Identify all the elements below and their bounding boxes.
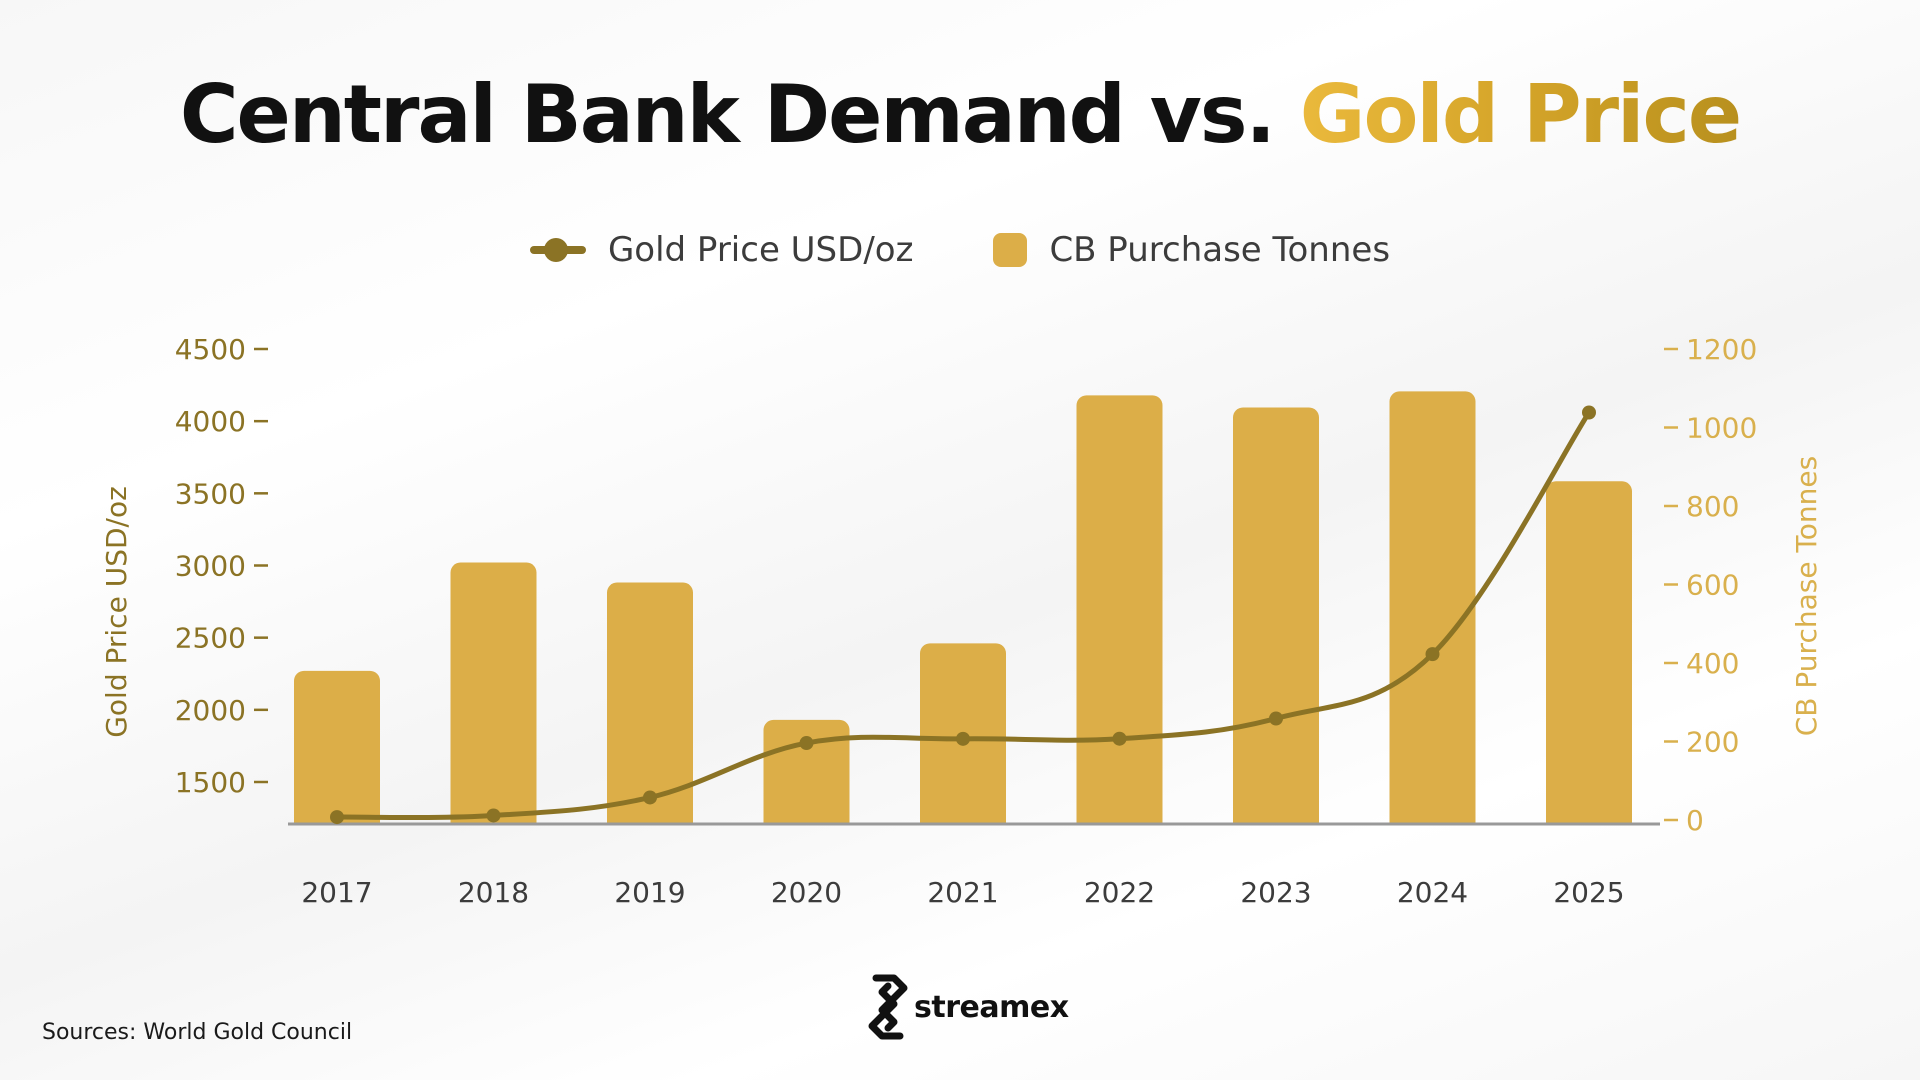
legend-bar-swatch: [993, 233, 1028, 267]
x-tick-2018: 2018: [458, 876, 529, 909]
point-2021: [956, 731, 970, 746]
point-2019: [643, 790, 657, 805]
left-tick-4000: 4000: [175, 405, 246, 438]
left-tick-1500: 1500: [175, 766, 246, 799]
x-tick-2019: 2019: [614, 876, 685, 909]
y-axis-right-label: CB Purchase Tonnes: [1790, 456, 1823, 737]
left-tick-3500: 3500: [175, 477, 246, 510]
left-tick-2500: 2500: [175, 622, 246, 655]
y-axis-left-label: Gold Price USD/oz: [100, 486, 133, 738]
x-tick-2021: 2021: [927, 876, 998, 909]
right-tick-800: 800: [1686, 490, 1739, 523]
legend-label-gold-price: Gold Price USD/oz: [607, 230, 914, 270]
bar-2017: [294, 670, 380, 824]
right-tick-1000: 1000: [1686, 412, 1757, 445]
point-2018: [486, 808, 501, 823]
x-tick-2025: 2025: [1553, 876, 1624, 909]
source-note: Sources: World Gold Council: [42, 1020, 353, 1045]
right-tick-200: 200: [1686, 726, 1739, 759]
right-tick-1200: 1200: [1686, 333, 1757, 366]
point-2022: [1112, 731, 1127, 746]
legend: Gold Price USD/oz CB Purchase Tonnes: [0, 230, 1920, 270]
bar-2018: [450, 562, 537, 824]
point-2023: [1269, 711, 1283, 726]
streamex-logo-icon: [868, 974, 908, 1040]
bar-2019: [607, 582, 693, 824]
point-2017: [330, 810, 344, 825]
bar-2024: [1389, 391, 1476, 824]
right-tick-0: 0: [1686, 804, 1704, 837]
legend-item-gold-price: Gold Price USD/oz: [529, 230, 914, 270]
bar-base-2022: [1076, 810, 1163, 824]
x-tick-2017: 2017: [301, 876, 372, 909]
gold-price-points: [330, 405, 1596, 825]
right-axis-ticks: 0 200 400 600 800 1000 1200: [1664, 333, 1757, 837]
logo-text: streamex: [914, 989, 1069, 1025]
title-main: Central Bank Demand vs.: [179, 68, 1276, 161]
left-tick-3000: 3000: [175, 550, 246, 583]
bar-2020: [763, 719, 850, 824]
right-tick-400: 400: [1686, 647, 1739, 680]
bar-base-2025: [1546, 810, 1632, 824]
left-axis-ticks: 1500 2000 2500 3000 3500 4000 4500: [175, 333, 268, 799]
right-tick-600: 600: [1686, 569, 1739, 602]
bar-base-2019: [607, 810, 693, 824]
bar-2022: [1076, 395, 1163, 824]
legend-line-swatch: [529, 232, 586, 268]
bar-2023: [1233, 407, 1319, 824]
left-tick-2000: 2000: [175, 694, 246, 727]
streamex-logo: streamex: [868, 972, 1069, 1042]
point-2025: [1582, 405, 1596, 420]
legend-label-cb-purchase: CB Purchase Tonnes: [1049, 230, 1391, 270]
legend-item-cb-purchase: CB Purchase Tonnes: [913, 230, 1390, 270]
bar-base-2020: [763, 810, 850, 824]
x-tick-2023: 2023: [1240, 876, 1311, 909]
bar-base-2021: [920, 810, 1006, 824]
x-tick-2022: 2022: [1084, 876, 1155, 909]
bar-base-2024: [1389, 810, 1476, 824]
point-2024: [1425, 647, 1440, 662]
x-tick-2024: 2024: [1397, 876, 1468, 909]
bar-group: [294, 391, 1632, 824]
point-2020: [799, 736, 814, 751]
x-axis-ticks: 2017 2018 2019 2020 2021 2022 2023 2024 2025: [301, 876, 1624, 909]
x-tick-2020: 2020: [771, 876, 842, 909]
title-highlight: Gold Price: [1299, 68, 1742, 161]
left-tick-4500: 4500: [175, 333, 246, 366]
bar-base-2023: [1233, 810, 1319, 824]
chart-title: Central Bank Demand vs. Gold Price: [0, 68, 1920, 161]
bar-2025: [1546, 481, 1632, 824]
